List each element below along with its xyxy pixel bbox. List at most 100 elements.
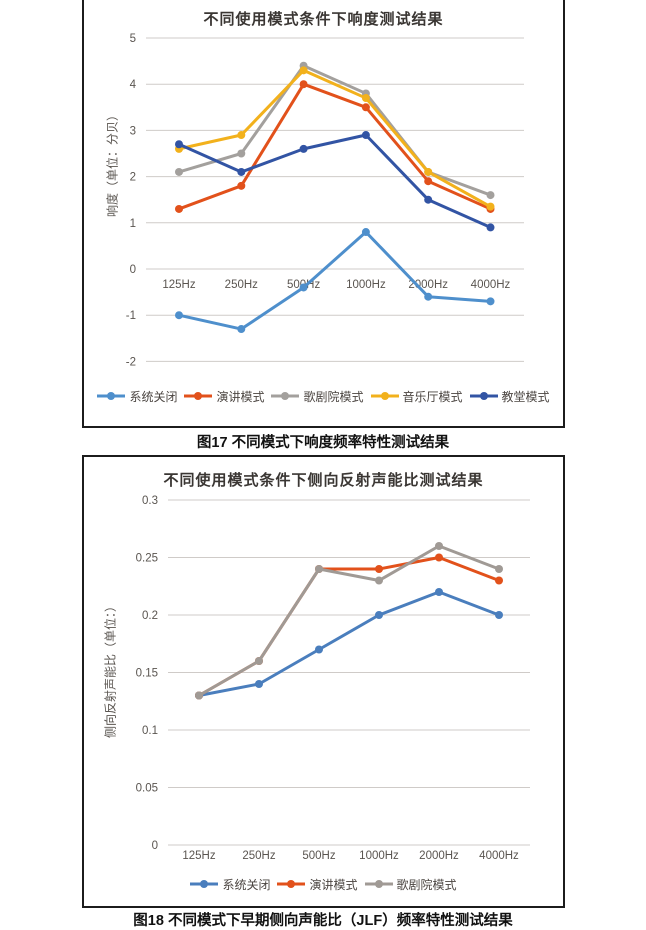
data-point-marker xyxy=(255,680,263,688)
data-point-marker xyxy=(424,167,433,176)
data-point-marker xyxy=(361,131,370,140)
x-tick-label: 250Hz xyxy=(242,850,275,862)
y-tick-label: 3 xyxy=(130,125,136,137)
figure18-legend: 系统关闭 演讲模式 歌剧院模式 xyxy=(84,874,563,894)
figure17-chart-panel: 不同使用模式条件下响度测试结果 543210-1-2125Hz250Hz500H… xyxy=(82,0,565,428)
x-tick-label: 250Hz xyxy=(225,279,258,291)
y-tick-label: 0.15 xyxy=(136,668,158,680)
legend-marker-icon xyxy=(190,880,219,888)
x-tick-label: 125Hz xyxy=(162,279,195,291)
data-point-marker xyxy=(424,177,433,186)
data-point-marker xyxy=(435,588,443,596)
legend-item: 音乐厅模式 xyxy=(370,388,463,405)
legend-item: 系统关闭 xyxy=(190,876,270,893)
legend-label: 系统关闭 xyxy=(129,389,178,404)
figure18-chart-title: 不同使用模式条件下侧向反射声能比测试结果 xyxy=(163,472,484,489)
data-point-marker xyxy=(424,292,433,301)
legend-item: 演讲模式 xyxy=(184,388,264,405)
data-point-marker xyxy=(486,297,495,306)
y-tick-label: 2 xyxy=(130,172,136,184)
series-line xyxy=(197,556,501,697)
x-tick-label: 1000Hz xyxy=(359,850,399,862)
data-point-marker xyxy=(175,311,183,320)
data-point-marker xyxy=(175,204,183,213)
legend-item: 教堂模式 xyxy=(469,388,550,405)
x-tick-label: 500Hz xyxy=(302,850,335,862)
x-tick-label: 2000Hz xyxy=(419,850,459,862)
data-point-marker xyxy=(237,167,246,176)
data-point-marker xyxy=(237,181,246,190)
data-point-marker xyxy=(315,645,323,654)
y-tick-label: 0 xyxy=(130,264,136,276)
legend-item: 歌剧院模式 xyxy=(364,876,457,893)
y-tick-label: 0 xyxy=(152,840,158,852)
x-tick-label: 4000Hz xyxy=(479,850,519,862)
data-point-marker xyxy=(195,691,203,700)
y-tick-label: -2 xyxy=(126,356,136,368)
data-point-marker xyxy=(486,191,495,200)
legend-label: 歌剧院模式 xyxy=(303,389,364,404)
series-line xyxy=(197,590,501,697)
data-point-marker xyxy=(361,103,370,112)
legend-marker-icon xyxy=(469,392,498,400)
data-point-marker xyxy=(495,565,503,573)
figure18-line-chart: 0.3 0.25 0.2 0.15 0.1 0.05 0 125Hz 250Hz 500Hz 100… xyxy=(136,495,530,862)
legend-item: 歌剧院模式 xyxy=(271,388,364,405)
y-tick-label: 1 xyxy=(130,218,136,230)
figure17-chart-title: 不同使用模式条件下响度测试结果 xyxy=(203,11,444,28)
figure18-chart-panel: 不同使用模式条件下侧向反射声能比测试结果 0.3 0.25 0.2 0.15 0.1 0.… xyxy=(82,455,565,908)
series-line xyxy=(177,68,492,209)
y-tick-label: 5 xyxy=(130,33,136,45)
figure17-legend: 系统关闭 演讲模式 歌剧院模式 音乐厅模式 教堂模式 xyxy=(84,386,563,406)
legend-label: 音乐厅模式 xyxy=(402,389,463,404)
legend-label: 歌剧院模式 xyxy=(396,877,457,892)
series-line xyxy=(177,82,492,211)
series-line xyxy=(197,544,501,697)
data-point-marker xyxy=(299,283,308,292)
data-point-marker xyxy=(315,565,323,573)
x-tick-label: 4000Hz xyxy=(471,279,511,291)
x-tick-label: 125Hz xyxy=(182,850,215,862)
data-point-marker xyxy=(175,140,183,149)
legend-item: 演讲模式 xyxy=(277,876,358,893)
data-point-marker xyxy=(361,228,370,237)
data-point-marker xyxy=(495,611,503,619)
y-tick-label: 0.25 xyxy=(136,553,158,565)
data-point-marker xyxy=(255,657,263,665)
legend-marker-icon xyxy=(184,392,213,400)
legend-label: 演讲模式 xyxy=(309,877,358,892)
y-tick-label: 4 xyxy=(130,79,137,91)
y-tick-label: -1 xyxy=(126,310,136,322)
data-point-marker xyxy=(486,202,495,211)
data-point-marker xyxy=(375,611,383,619)
data-point-marker xyxy=(237,131,246,140)
figure17-line-chart: 543210-1-2125Hz250Hz500Hz1000Hz2000Hz400… xyxy=(126,33,524,368)
data-point-marker xyxy=(486,223,495,232)
data-point-marker xyxy=(361,94,370,103)
legend-marker-icon xyxy=(97,392,126,400)
series-line xyxy=(177,230,492,331)
series-line xyxy=(177,64,492,197)
data-point-marker xyxy=(299,66,308,75)
legend-label: 演讲模式 xyxy=(216,389,265,404)
legend-marker-icon xyxy=(271,392,300,400)
series-line xyxy=(177,133,492,229)
legend-label: 教堂模式 xyxy=(501,389,550,404)
x-tick-label: 1000Hz xyxy=(346,279,386,291)
y-tick-label: 0.2 xyxy=(142,610,158,622)
data-point-marker xyxy=(299,144,308,153)
legend-item: 系统关闭 xyxy=(97,388,177,405)
legend-marker-icon xyxy=(370,392,399,400)
data-point-marker xyxy=(237,149,246,158)
y-tick-label: 0.3 xyxy=(142,495,158,507)
figure17-caption: 图17 不同模式下响度频率特性测试结果 xyxy=(196,435,450,451)
legend-marker-icon xyxy=(277,880,306,888)
data-point-marker xyxy=(495,576,503,585)
data-point-marker xyxy=(299,80,308,89)
figure18-caption: 图18 不同模式下早期侧向声能比（JLF）频率特性测试结果 xyxy=(133,913,513,929)
legend-label: 系统关闭 xyxy=(222,877,271,892)
data-point-marker xyxy=(375,576,383,585)
data-point-marker xyxy=(435,542,443,550)
data-point-marker xyxy=(237,325,246,334)
legend-marker-icon xyxy=(364,880,393,888)
